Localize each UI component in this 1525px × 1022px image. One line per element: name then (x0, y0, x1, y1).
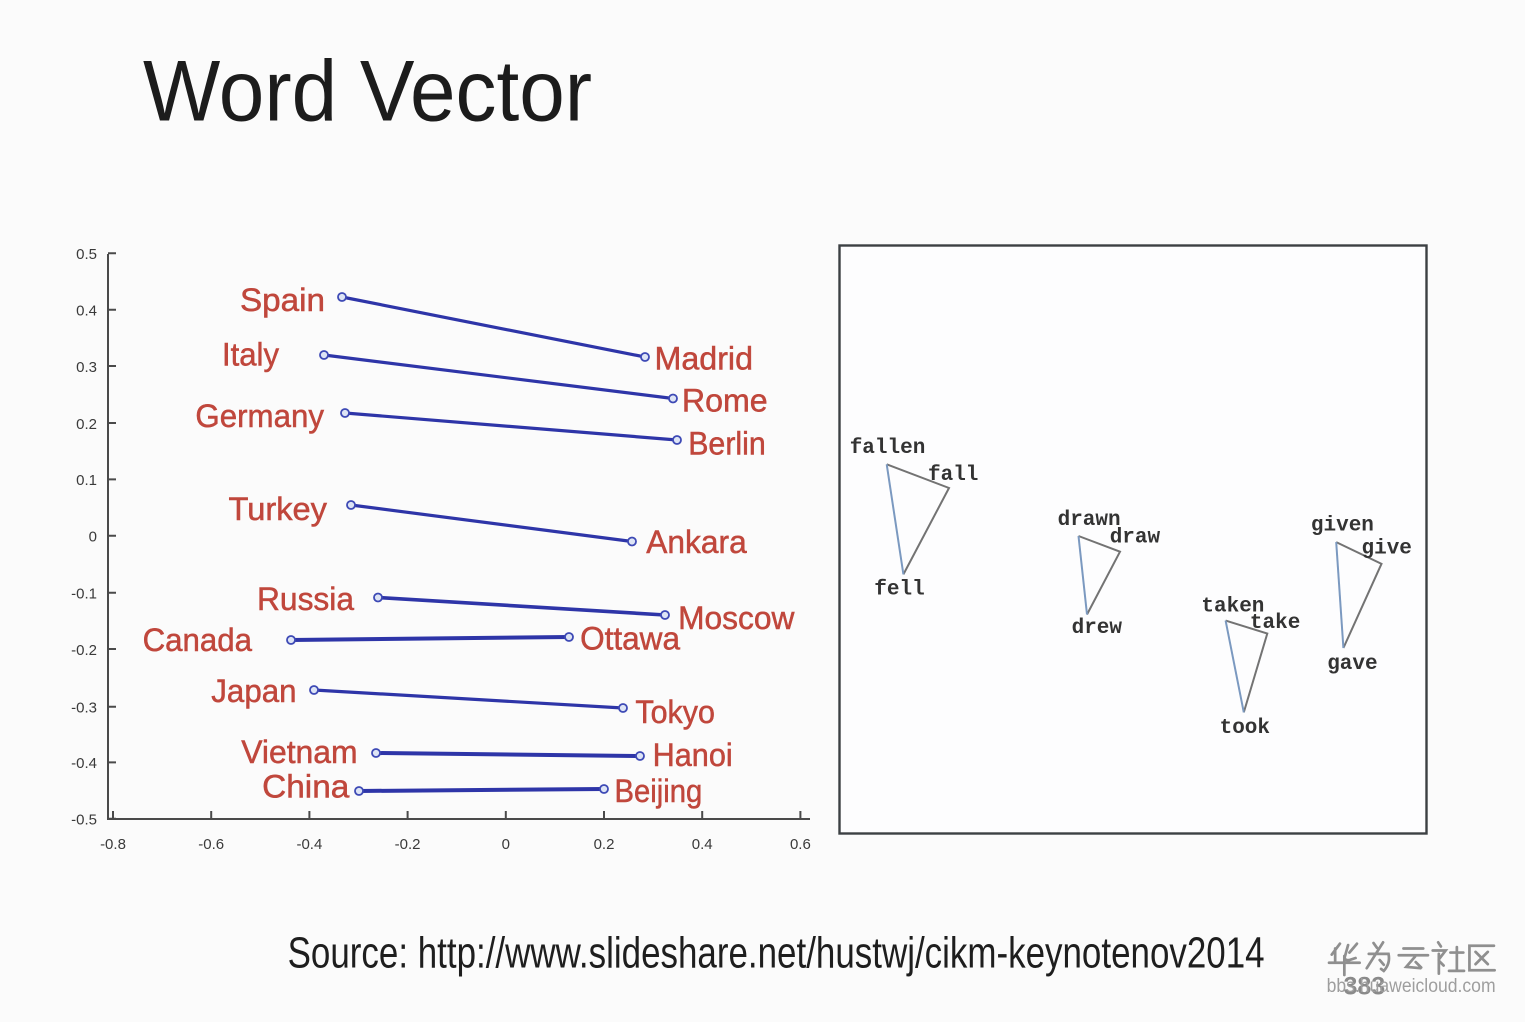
svg-text:draw: draw (1110, 527, 1161, 550)
svg-text:fallen: fallen (850, 437, 926, 460)
svg-text:gave: gave (1327, 653, 1377, 676)
svg-text:Italy: Italy (222, 337, 279, 373)
svg-text:fell: fell (874, 579, 924, 602)
svg-text:-0.6: -0.6 (198, 836, 224, 853)
svg-text:bbs.huaweicloud.com: bbs.huaweicloud.com (1327, 975, 1496, 997)
svg-text:0: 0 (502, 836, 510, 853)
svg-text:Japan: Japan (211, 673, 296, 709)
svg-text:Canada: Canada (143, 622, 253, 658)
svg-text:Tokyo: Tokyo (635, 694, 715, 730)
svg-text:Germany: Germany (195, 398, 324, 434)
svg-text:Source: http://www.slideshare.: Source: http://www.slideshare.net/hustwj… (288, 929, 1265, 978)
svg-text:0.6: 0.6 (790, 836, 811, 853)
svg-text:Ottawa: Ottawa (580, 621, 680, 657)
svg-text:0.2: 0.2 (594, 836, 615, 853)
svg-text:Word Vector: Word Vector (143, 43, 592, 139)
svg-text:drew: drew (1072, 617, 1123, 640)
svg-text:0.1: 0.1 (76, 472, 97, 489)
svg-text:Berlin: Berlin (688, 425, 766, 461)
svg-text:fall: fall (928, 464, 978, 487)
svg-text:Spain: Spain (240, 282, 325, 318)
svg-text:give: give (1362, 537, 1412, 560)
svg-text:-0.5: -0.5 (71, 812, 97, 829)
svg-text:0.4: 0.4 (76, 303, 97, 320)
svg-text:Russia: Russia (257, 581, 354, 617)
svg-text:-0.4: -0.4 (296, 836, 322, 853)
svg-text:Moscow: Moscow (678, 600, 795, 636)
svg-text:-0.1: -0.1 (71, 586, 97, 603)
svg-text:0: 0 (89, 529, 97, 546)
svg-text:taken: taken (1201, 596, 1264, 619)
svg-text:Ankara: Ankara (646, 524, 747, 560)
svg-text:-0.2: -0.2 (395, 836, 421, 853)
svg-text:0.5: 0.5 (76, 246, 97, 263)
svg-text:given: given (1311, 515, 1374, 538)
svg-text:took: took (1220, 717, 1270, 740)
svg-text:0.4: 0.4 (692, 836, 713, 853)
svg-text:Turkey: Turkey (229, 491, 328, 527)
svg-text:-0.4: -0.4 (71, 755, 97, 772)
svg-text:383: 383 (1344, 973, 1386, 1001)
svg-text:drawn: drawn (1058, 509, 1121, 532)
svg-text:China: China (262, 769, 349, 805)
svg-text:take: take (1250, 612, 1300, 635)
svg-text:Rome: Rome (682, 383, 768, 419)
svg-text:Hanoi: Hanoi (653, 737, 733, 773)
svg-text:Vietnam: Vietnam (241, 734, 357, 770)
svg-text:0.3: 0.3 (76, 359, 97, 376)
svg-text:-0.3: -0.3 (71, 700, 97, 717)
svg-text:0.2: 0.2 (76, 416, 97, 433)
svg-text:Beijing: Beijing (615, 773, 703, 809)
svg-text:-0.2: -0.2 (71, 642, 97, 659)
svg-text:-0.8: -0.8 (100, 836, 126, 853)
svg-text:Madrid: Madrid (655, 341, 754, 377)
